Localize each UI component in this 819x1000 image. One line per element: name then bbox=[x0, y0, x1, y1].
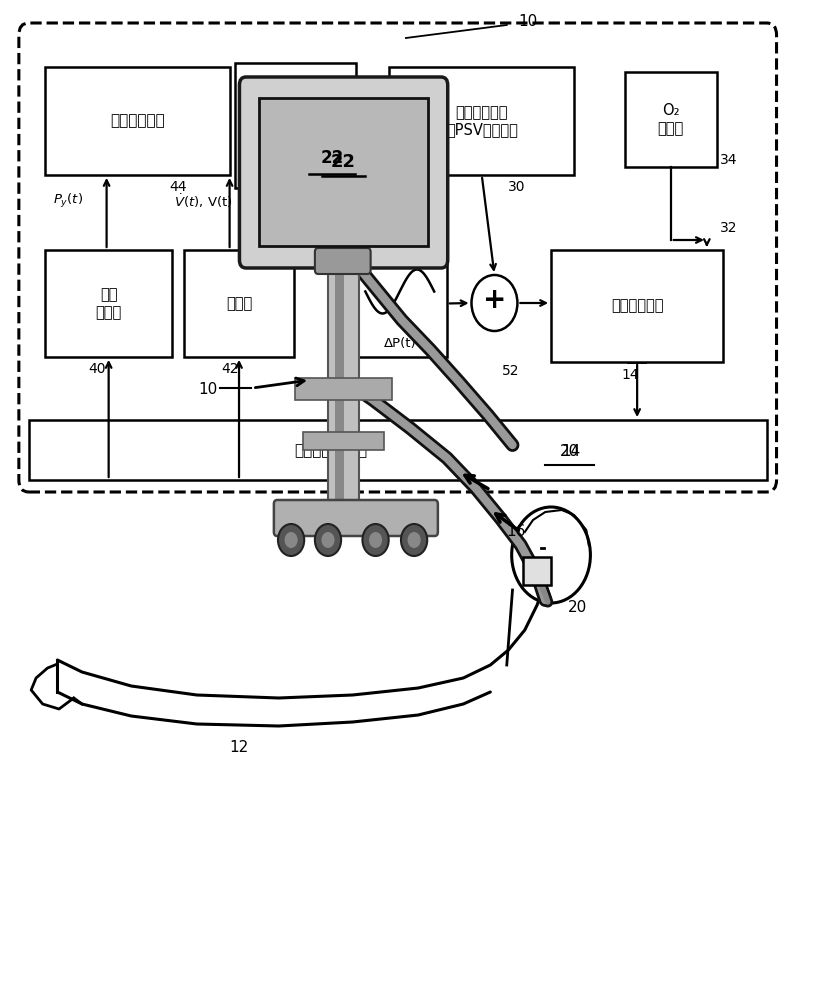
Text: O₂
调节器: O₂ 调节器 bbox=[657, 103, 683, 136]
Text: 30: 30 bbox=[508, 180, 525, 194]
Text: 20: 20 bbox=[567, 600, 586, 615]
Circle shape bbox=[471, 275, 517, 331]
Bar bbox=[352, 250, 446, 357]
Circle shape bbox=[278, 524, 304, 556]
Text: 42: 42 bbox=[221, 362, 238, 376]
Circle shape bbox=[400, 524, 427, 556]
Text: 34: 34 bbox=[719, 153, 736, 167]
Bar bbox=[295, 378, 391, 400]
FancyBboxPatch shape bbox=[274, 500, 437, 536]
Text: 通气机压缩机: 通气机压缩机 bbox=[610, 298, 663, 313]
Circle shape bbox=[284, 532, 297, 548]
Text: $\dot{V}(t)$, V(t): $\dot{V}(t)$, V(t) bbox=[174, 192, 232, 210]
Bar bbox=[45, 67, 229, 175]
Circle shape bbox=[369, 532, 382, 548]
Text: 14: 14 bbox=[561, 444, 580, 460]
Bar bbox=[550, 250, 722, 362]
Text: 32: 32 bbox=[719, 221, 736, 235]
Text: ΔP(t): ΔP(t) bbox=[383, 336, 415, 350]
Text: 12: 12 bbox=[229, 740, 248, 756]
Bar bbox=[523, 557, 550, 585]
Text: 40: 40 bbox=[88, 362, 106, 376]
Circle shape bbox=[407, 532, 420, 548]
Text: 压力
传感器: 压力 传感器 bbox=[95, 287, 122, 320]
Bar bbox=[303, 432, 383, 450]
Text: 22: 22 bbox=[320, 149, 343, 167]
Text: 44: 44 bbox=[170, 180, 187, 194]
Bar bbox=[259, 98, 428, 246]
Bar bbox=[624, 72, 716, 167]
Circle shape bbox=[362, 524, 388, 556]
FancyBboxPatch shape bbox=[239, 77, 447, 268]
Bar bbox=[183, 250, 294, 357]
Text: $P_y(t)$: $P_y(t)$ bbox=[53, 192, 84, 210]
Circle shape bbox=[321, 532, 334, 548]
Text: 50: 50 bbox=[360, 244, 378, 258]
Circle shape bbox=[511, 507, 590, 603]
Circle shape bbox=[314, 524, 341, 556]
Bar bbox=[389, 67, 573, 175]
Text: （一个或
多个）
拟合区域: （一个或 多个） 拟合区域 bbox=[278, 104, 311, 147]
Text: 通气机监测器: 通气机监测器 bbox=[110, 113, 165, 128]
FancyBboxPatch shape bbox=[314, 248, 370, 274]
Text: 52: 52 bbox=[501, 364, 518, 378]
Text: 20: 20 bbox=[559, 444, 579, 458]
Text: 10: 10 bbox=[198, 382, 217, 397]
Text: 压力支持通气
（PSV）控制器: 压力支持通气 （PSV）控制器 bbox=[446, 105, 517, 137]
Text: 流量计: 流量计 bbox=[225, 296, 252, 311]
Bar bbox=[234, 63, 355, 188]
Text: 16: 16 bbox=[506, 524, 526, 540]
Bar bbox=[29, 420, 766, 480]
Text: 60: 60 bbox=[285, 190, 302, 204]
Text: 10: 10 bbox=[518, 14, 536, 29]
Text: 22: 22 bbox=[331, 153, 355, 171]
Text: 14: 14 bbox=[621, 368, 638, 382]
Text: 通气机管道Y形件: 通气机管道Y形件 bbox=[294, 442, 368, 458]
Text: +: + bbox=[482, 286, 505, 314]
Bar bbox=[45, 250, 172, 357]
Bar bbox=[334, 260, 344, 510]
Bar bbox=[0, 480, 819, 1000]
Bar bbox=[328, 260, 359, 510]
